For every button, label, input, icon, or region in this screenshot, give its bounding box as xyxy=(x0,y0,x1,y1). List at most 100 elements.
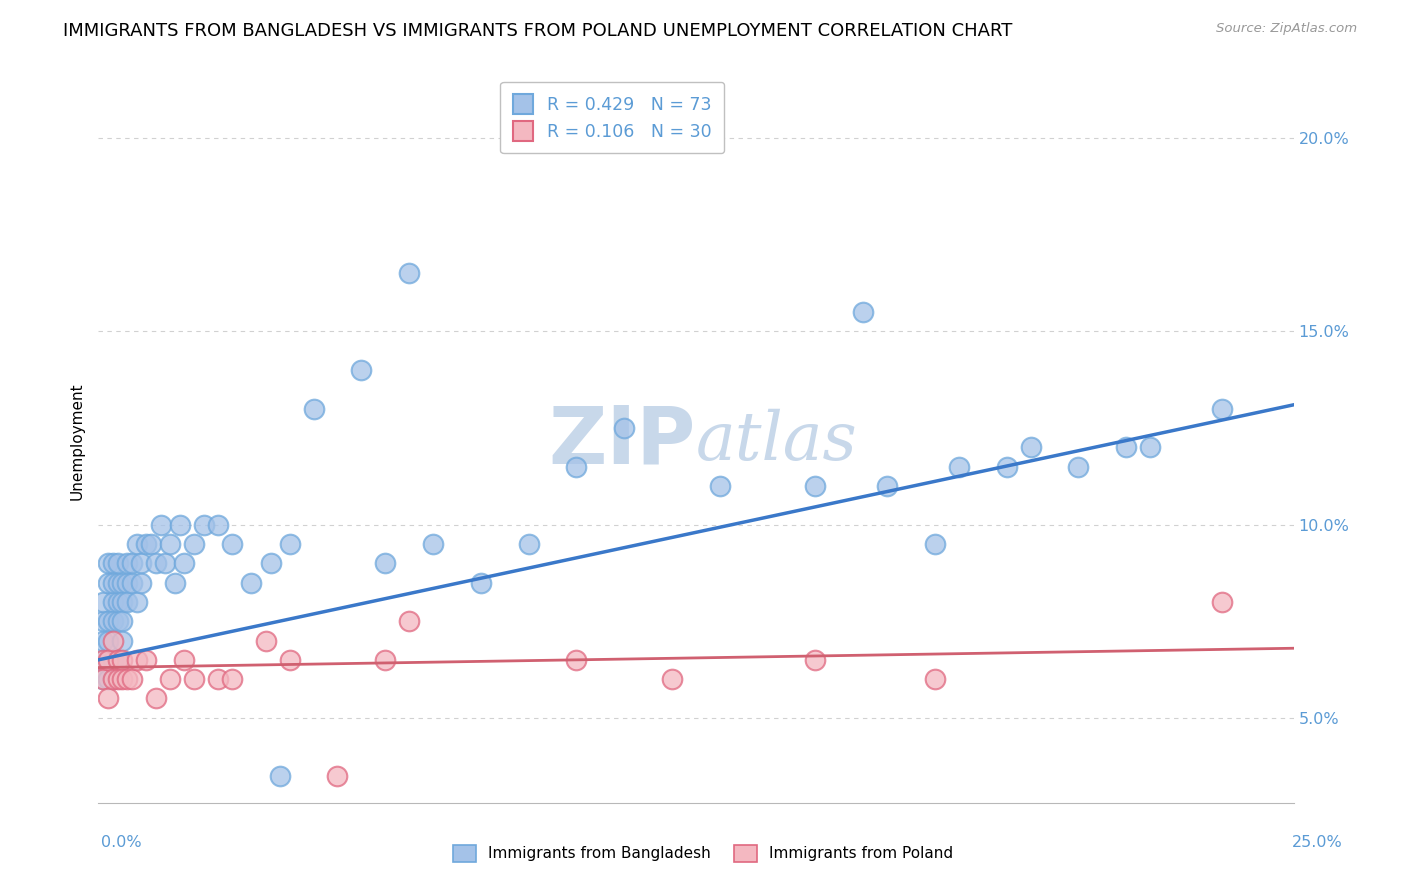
Point xyxy=(125,653,148,667)
Point xyxy=(398,614,420,628)
Point xyxy=(149,517,172,532)
Point xyxy=(259,556,281,570)
Point xyxy=(107,595,129,609)
Point xyxy=(470,575,492,590)
Point xyxy=(115,595,138,609)
Point xyxy=(173,556,195,570)
Point xyxy=(111,595,134,609)
Point xyxy=(125,595,148,609)
Point xyxy=(107,653,129,667)
Point xyxy=(91,595,114,609)
Point xyxy=(326,769,349,783)
Point xyxy=(125,537,148,551)
Point xyxy=(517,537,540,551)
Point xyxy=(111,653,134,667)
Legend: R = 0.429   N = 73, R = 0.106   N = 30: R = 0.429 N = 73, R = 0.106 N = 30 xyxy=(501,82,724,153)
Point xyxy=(131,556,153,570)
Text: Source: ZipAtlas.com: Source: ZipAtlas.com xyxy=(1216,22,1357,36)
Text: ZIP: ZIP xyxy=(548,402,696,481)
Point xyxy=(240,575,263,590)
Point xyxy=(804,653,827,667)
Point xyxy=(131,575,153,590)
Point xyxy=(302,401,325,416)
Point xyxy=(163,575,186,590)
Point xyxy=(207,672,229,686)
Point xyxy=(159,537,181,551)
Point xyxy=(107,614,129,628)
Point xyxy=(613,421,636,435)
Point xyxy=(101,595,124,609)
Point xyxy=(121,672,143,686)
Point xyxy=(924,537,946,551)
Point xyxy=(115,672,138,686)
Point xyxy=(183,672,205,686)
Point xyxy=(97,691,120,706)
Y-axis label: Unemployment: Unemployment xyxy=(69,383,84,500)
Point xyxy=(709,479,731,493)
Point xyxy=(91,653,114,667)
Point xyxy=(97,614,120,628)
Point xyxy=(924,672,946,686)
Point xyxy=(1067,459,1090,474)
Point xyxy=(91,614,114,628)
Point xyxy=(350,363,373,377)
Point xyxy=(107,575,129,590)
Point xyxy=(111,575,134,590)
Point xyxy=(155,556,177,570)
Point xyxy=(101,556,124,570)
Point xyxy=(101,672,124,686)
Point xyxy=(804,479,827,493)
Point xyxy=(101,633,124,648)
Point xyxy=(1211,401,1233,416)
Point xyxy=(139,537,162,551)
Point xyxy=(145,691,167,706)
Point xyxy=(91,672,114,686)
Point xyxy=(97,575,120,590)
Point xyxy=(565,653,588,667)
Point xyxy=(107,672,129,686)
Point xyxy=(107,556,129,570)
Point xyxy=(107,653,129,667)
Point xyxy=(278,653,301,667)
Point xyxy=(661,672,683,686)
Point xyxy=(374,653,396,667)
Point xyxy=(111,614,134,628)
Point xyxy=(398,267,420,281)
Point xyxy=(97,653,120,667)
Point xyxy=(278,537,301,551)
Point xyxy=(254,633,277,648)
Legend: Immigrants from Bangladesh, Immigrants from Poland: Immigrants from Bangladesh, Immigrants f… xyxy=(447,838,959,868)
Text: atlas: atlas xyxy=(696,409,858,475)
Point xyxy=(135,537,157,551)
Point xyxy=(101,575,124,590)
Point xyxy=(1211,595,1233,609)
Point xyxy=(1139,440,1161,454)
Point xyxy=(97,672,120,686)
Point xyxy=(121,556,143,570)
Point xyxy=(565,459,588,474)
Text: 25.0%: 25.0% xyxy=(1292,836,1343,850)
Point xyxy=(948,459,970,474)
Point xyxy=(422,537,444,551)
Point xyxy=(101,672,124,686)
Text: 0.0%: 0.0% xyxy=(101,836,142,850)
Point xyxy=(145,556,167,570)
Point xyxy=(269,769,291,783)
Point xyxy=(876,479,898,493)
Point xyxy=(115,556,138,570)
Point xyxy=(1019,440,1042,454)
Point xyxy=(121,575,143,590)
Point xyxy=(91,653,114,667)
Point xyxy=(173,653,195,667)
Point xyxy=(852,305,875,319)
Point xyxy=(101,614,124,628)
Point xyxy=(1115,440,1137,454)
Point xyxy=(101,653,124,667)
Point xyxy=(97,653,120,667)
Point xyxy=(221,672,243,686)
Point xyxy=(111,672,134,686)
Point xyxy=(97,633,120,648)
Point xyxy=(169,517,191,532)
Point xyxy=(91,672,114,686)
Text: IMMIGRANTS FROM BANGLADESH VS IMMIGRANTS FROM POLAND UNEMPLOYMENT CORRELATION CH: IMMIGRANTS FROM BANGLADESH VS IMMIGRANTS… xyxy=(63,22,1012,40)
